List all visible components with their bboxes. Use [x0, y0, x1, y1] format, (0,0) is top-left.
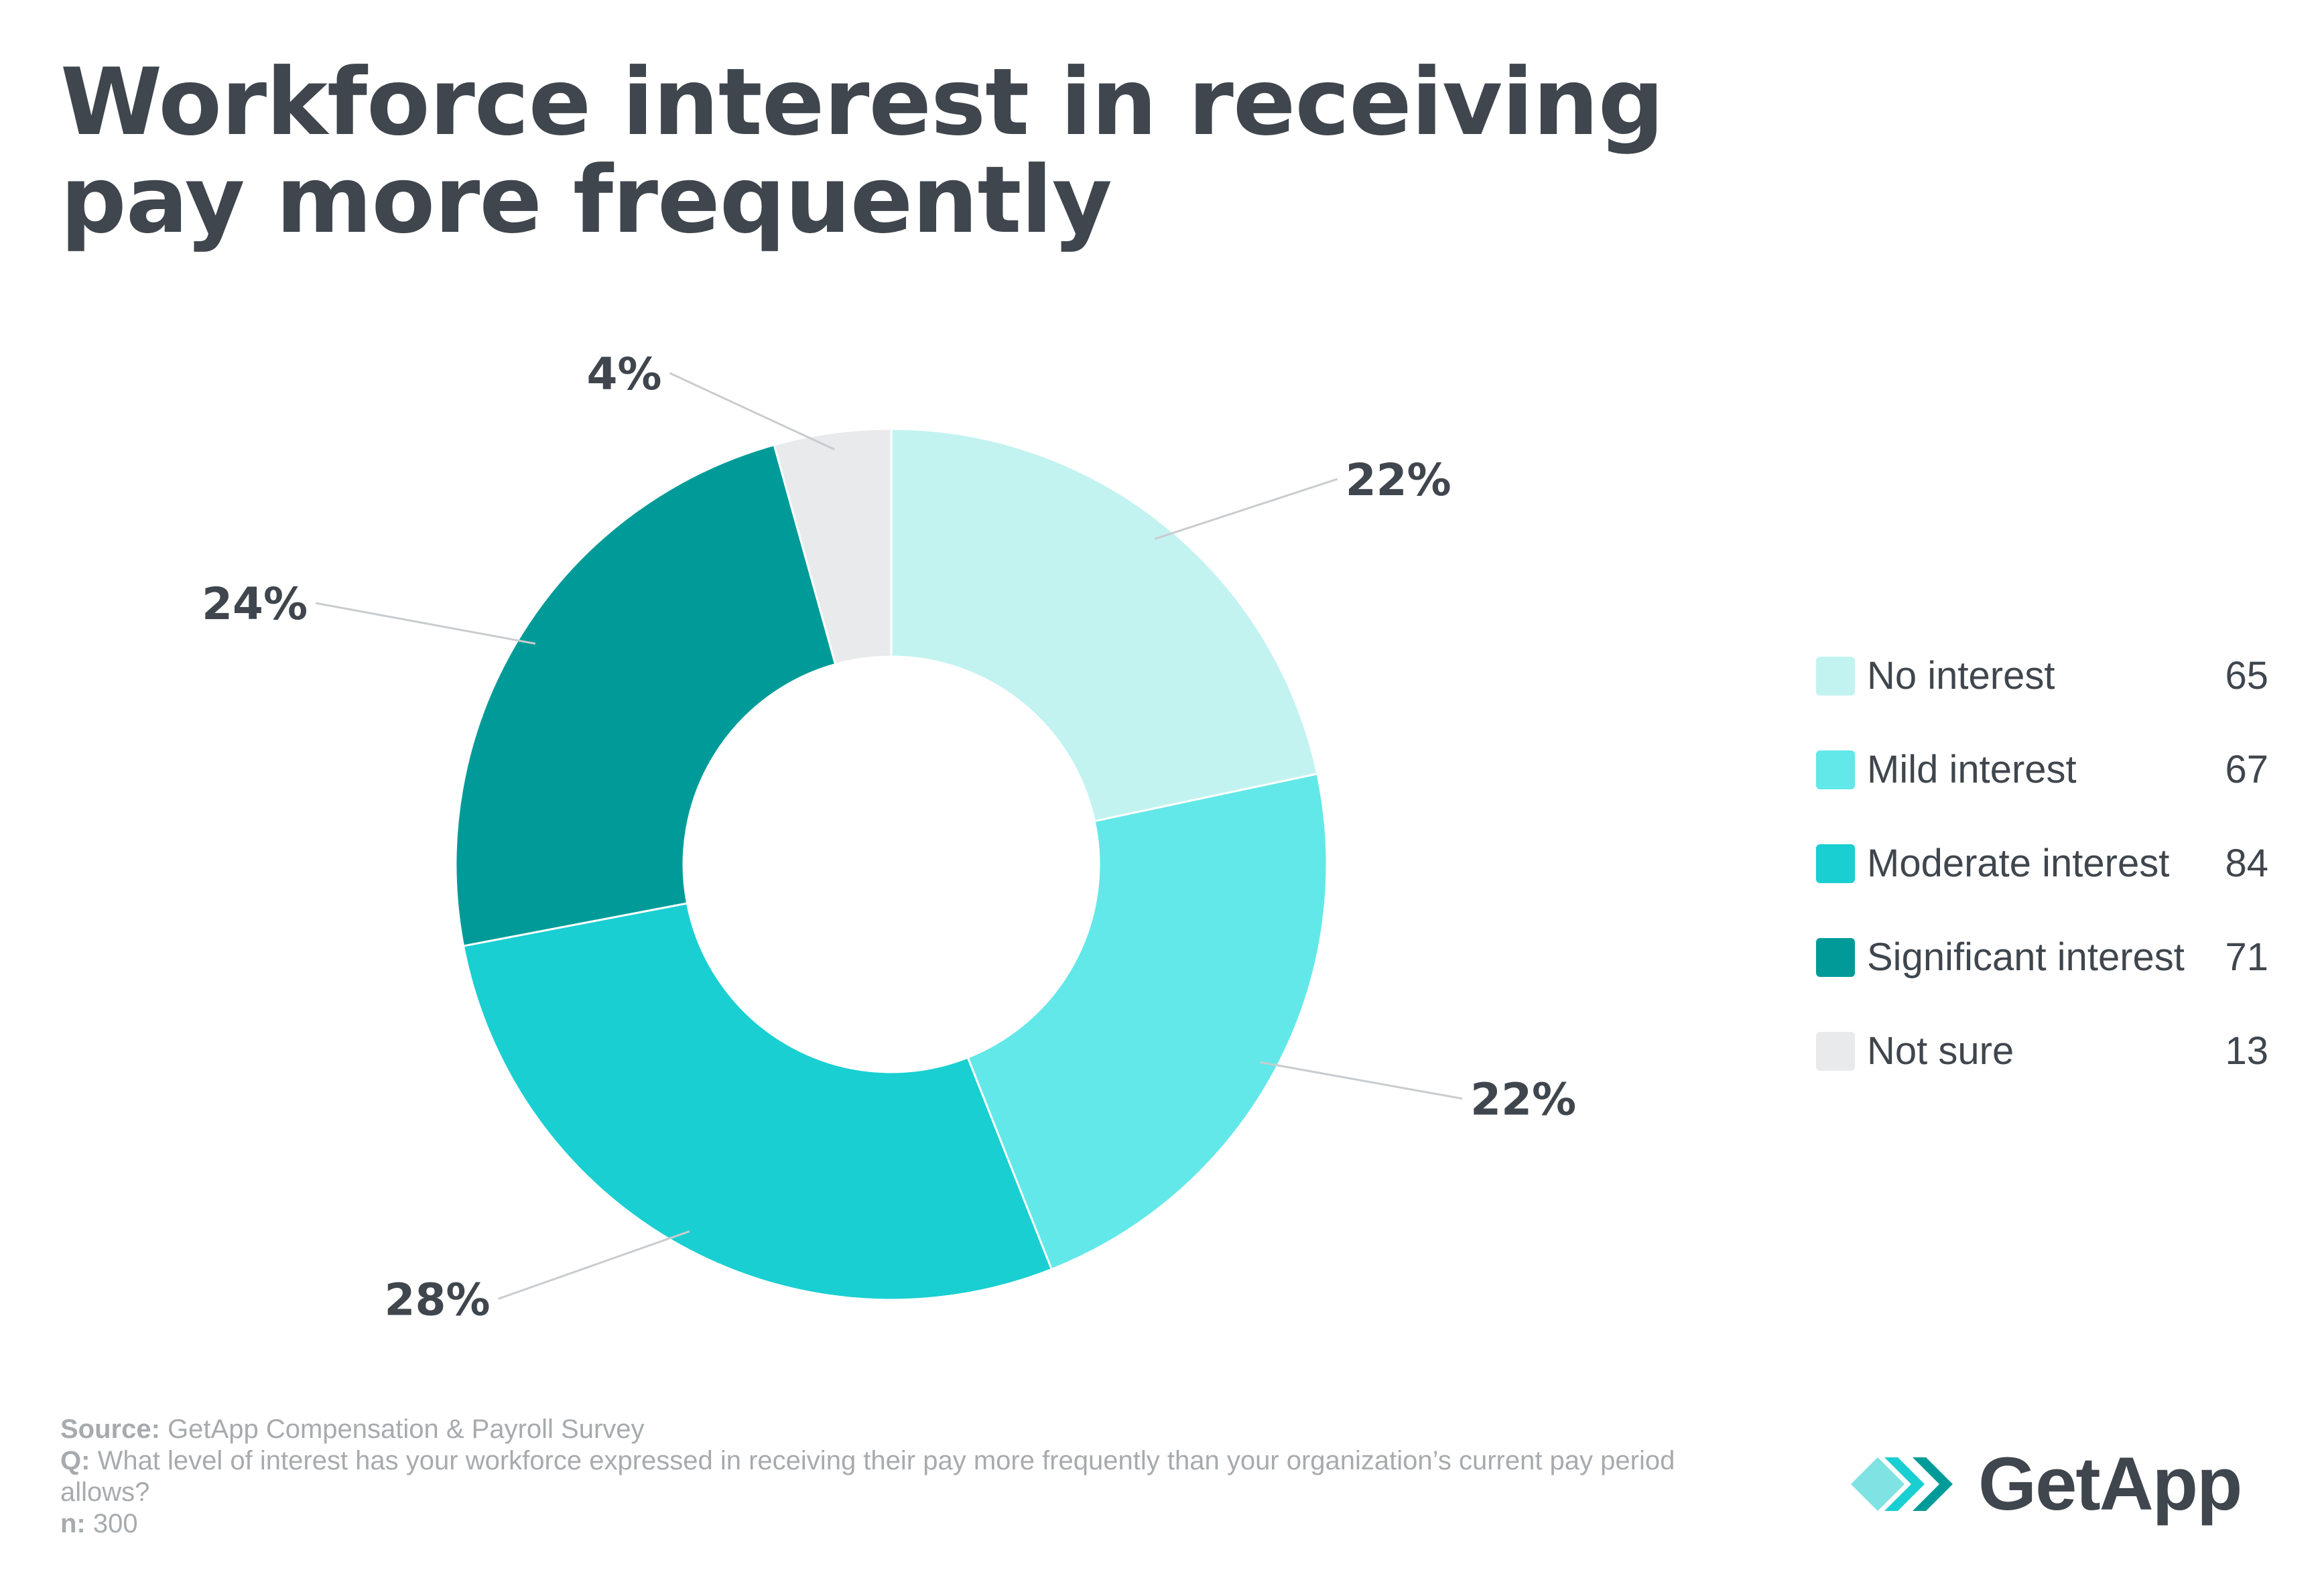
legend-value-mild-interest: 67	[2225, 748, 2268, 791]
legend-value-moderate-interest: 84	[2225, 842, 2268, 885]
source-text: GetApp Compensation & Payroll Survey	[168, 1414, 645, 1444]
getapp-logo-text: GetApp	[1978, 1442, 2242, 1526]
logo-chevron-2	[1884, 1457, 1925, 1511]
percent-label-not-sure: 4%	[587, 348, 662, 400]
n-label: n:	[60, 1509, 86, 1538]
legend-value-significant-interest: 71	[2225, 935, 2268, 979]
n-line: n: 300	[60, 1508, 1682, 1540]
legend-label-mild-interest: Mild interest	[1867, 748, 2077, 791]
getapp-logo: GetApp	[1850, 1441, 2265, 1528]
legend-swatch-not-sure	[1816, 1032, 1855, 1071]
slice-no-interest	[890, 427, 1319, 823]
leader-line-significant-interest	[315, 602, 536, 645]
source-line: Source: GetApp Compensation & Payroll Su…	[60, 1414, 1682, 1445]
leader-line-mild-interest	[1260, 1061, 1463, 1100]
getapp-logo-icon	[1851, 1457, 1953, 1511]
n-text: 300	[92, 1509, 138, 1538]
donut-slices	[454, 427, 1328, 1301]
legend-label-moderate-interest: Moderate interest	[1867, 842, 2169, 885]
question-text: What level of interest has your workforc…	[60, 1446, 1675, 1507]
leader-line-no-interest	[1154, 478, 1338, 540]
slice-significant-interest	[454, 444, 837, 947]
logo-chevron-3	[1913, 1457, 1953, 1511]
legend-value-no-interest: 65	[2225, 654, 2268, 698]
legend-swatch-no-interest	[1816, 657, 1855, 696]
legend-swatch-moderate-interest	[1816, 844, 1855, 883]
slice-mild-interest	[966, 773, 1328, 1271]
leader-line-moderate-interest	[498, 1230, 690, 1300]
question-line: Q: What level of interest has your workf…	[60, 1445, 1682, 1508]
legend-swatch-mild-interest	[1816, 750, 1855, 789]
footer: Source: GetApp Compensation & Payroll Su…	[60, 1414, 1682, 1540]
logo-chevron-1	[1851, 1457, 1905, 1511]
legend-value-not-sure: 13	[2225, 1029, 2268, 1073]
legend-swatch-significant-interest	[1816, 938, 1855, 977]
percent-label-no-interest: 22%	[1346, 454, 1451, 506]
leader-line-not-sure	[669, 372, 835, 451]
percent-label-mild-interest: 22%	[1470, 1074, 1576, 1126]
legend-label-significant-interest: Significant interest	[1867, 935, 2185, 979]
percent-label-significant-interest: 24%	[202, 578, 308, 630]
percent-labels: 22% 22% 28% 24% 4%	[202, 348, 1576, 1326]
percent-label-moderate-interest: 28%	[385, 1274, 491, 1325]
legend-label-not-sure: Not sure	[1867, 1029, 2014, 1073]
legend-label-no-interest: No interest	[1867, 654, 2055, 698]
source-label: Source:	[60, 1414, 160, 1444]
legend: No interest 65 Mild interest 67 Moderate int…	[1816, 654, 2268, 1073]
question-label: Q:	[60, 1446, 90, 1475]
slice-moderate-interest	[462, 902, 1053, 1301]
chart-title: Workforce interest in receiving pay more…	[60, 48, 1664, 254]
